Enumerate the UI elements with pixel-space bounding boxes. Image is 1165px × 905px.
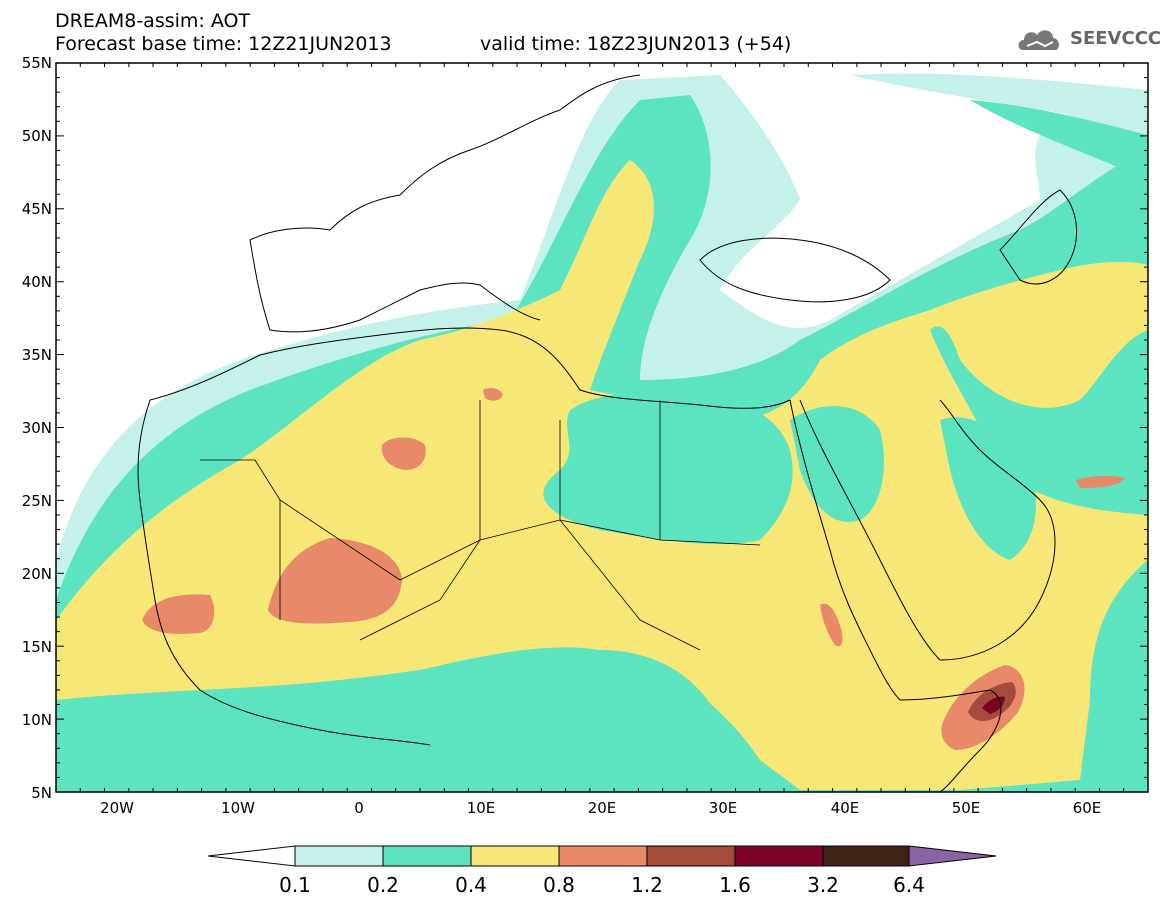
lat-label: 15N bbox=[21, 638, 52, 656]
lat-label: 25N bbox=[21, 492, 52, 510]
contour-0.8-iran bbox=[1076, 475, 1125, 488]
colorbar-bin-6 bbox=[734, 845, 824, 867]
lat-label: 30N bbox=[21, 419, 52, 437]
lon-label: 20W bbox=[100, 799, 134, 817]
coastline-caspian bbox=[999, 189, 1078, 285]
logo-text: SEEVCCC bbox=[1070, 28, 1162, 49]
coastline-arabia bbox=[939, 399, 1056, 661]
lat-label: 35N bbox=[21, 346, 52, 364]
lat-label: 45N bbox=[21, 200, 52, 218]
colorbar-bin-7 bbox=[822, 845, 910, 867]
colorbar-bin-5 bbox=[646, 845, 736, 867]
contour-0.2-gulf bbox=[940, 417, 1036, 560]
colorbar bbox=[207, 845, 997, 867]
colorbar-label: 0.1 bbox=[279, 873, 311, 897]
colorbar-label: 0.4 bbox=[455, 873, 487, 897]
contour-1.6-somalia bbox=[982, 696, 1005, 714]
borders-africa bbox=[200, 400, 761, 651]
title-line-2: Forecast base time: 12Z21JUN2013 bbox=[55, 33, 392, 55]
colorbar-label: 3.2 bbox=[807, 873, 839, 897]
lon-label: 40E bbox=[830, 799, 860, 817]
contour-0.2-north bbox=[970, 100, 1148, 180]
lon-label: 30E bbox=[708, 799, 738, 817]
coastline-horn bbox=[899, 689, 1002, 792]
lon-label: 60E bbox=[1072, 799, 1102, 817]
cloud-icon bbox=[1018, 30, 1059, 50]
coastline-west-africa bbox=[137, 399, 431, 746]
colorbar-bin-3 bbox=[470, 845, 560, 867]
seevccc-logo: SEEVCCC bbox=[1015, 20, 1161, 60]
colorbar-label: 1.6 bbox=[719, 873, 751, 897]
colorbar-arrow-left bbox=[207, 845, 296, 867]
lat-label: 50N bbox=[21, 127, 52, 145]
lon-label: 10W bbox=[221, 799, 255, 817]
lat-label: 5N bbox=[31, 784, 52, 802]
valid-time: valid time: 18Z23JUN2013 (+54) bbox=[480, 33, 792, 55]
lon-label: 0 bbox=[354, 799, 364, 817]
lon-label: 10E bbox=[466, 799, 496, 817]
colorbar-label: 0.8 bbox=[543, 873, 575, 897]
coastline-north-africa bbox=[149, 327, 791, 409]
contour-0.1-north bbox=[850, 73, 1148, 130]
axis-ticks bbox=[55, 62, 1149, 793]
colorbar-label: 6.4 bbox=[893, 873, 925, 897]
colorbar-arrow-right bbox=[908, 845, 997, 867]
lat-label: 10N bbox=[21, 711, 52, 729]
aot-contours bbox=[56, 73, 1148, 792]
lat-label: 40N bbox=[21, 273, 52, 291]
colorbar-label: 1.2 bbox=[631, 873, 663, 897]
contour-0.2-sahel bbox=[56, 650, 720, 792]
contour-0.2-egypt bbox=[543, 392, 793, 545]
colorbar-bin-2 bbox=[382, 845, 472, 867]
contour-0.8-algeria bbox=[381, 437, 426, 470]
lat-label: 20N bbox=[21, 565, 52, 583]
coastline-europe bbox=[249, 74, 641, 333]
lon-label: 20E bbox=[587, 799, 617, 817]
colorbar-bin-4 bbox=[558, 845, 648, 867]
lon-label: 50E bbox=[951, 799, 981, 817]
coastlines bbox=[137, 74, 1078, 792]
contour-0.8-eritrea bbox=[820, 603, 843, 647]
lat-label: 55N bbox=[21, 54, 52, 72]
coastline-red-sea bbox=[789, 399, 941, 701]
colorbar-bin-1 bbox=[294, 845, 384, 867]
contour-0.8-libya bbox=[483, 387, 503, 401]
coastline-black-sea bbox=[699, 237, 891, 303]
title-line-1: DREAM8-assim: AOT bbox=[55, 10, 251, 32]
colorbar-label: 0.2 bbox=[367, 873, 399, 897]
